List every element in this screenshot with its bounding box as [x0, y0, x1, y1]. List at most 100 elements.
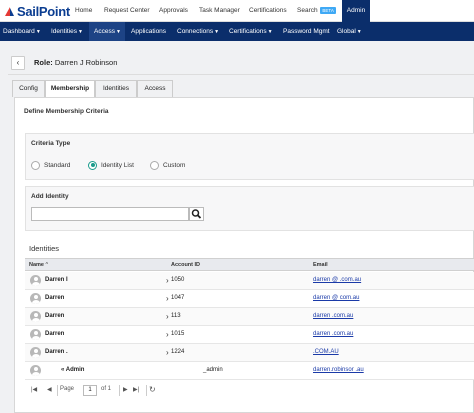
page-number-input[interactable]: 1: [83, 385, 97, 396]
account-id: 1015: [171, 331, 185, 337]
page-title: Role: Darren J Robinson: [34, 58, 117, 67]
sailpoint-logo[interactable]: SailPoint: [4, 3, 70, 19]
subnav-access[interactable]: Access▼: [89, 22, 125, 41]
radio-circle: [31, 160, 40, 170]
column-account-id[interactable]: Account ID: [171, 262, 201, 268]
avatar: [30, 275, 41, 286]
email-link[interactable]: darren .com.au: [313, 331, 354, 337]
topnav-approvals[interactable]: Approvals: [159, 7, 188, 14]
next-page-icon[interactable]: ▶: [123, 387, 128, 393]
chevron-down-icon: ▼: [78, 29, 83, 35]
topnav-certifications[interactable]: Certifications: [249, 7, 287, 14]
role-label: Role:: [34, 58, 53, 67]
avatar: [30, 311, 41, 322]
subnav-password-mgmt[interactable]: Password Mgmt: [283, 22, 330, 41]
email-link[interactable]: darren .com.au: [313, 313, 354, 319]
subnav-dashboard-label: Dashboard: [3, 28, 35, 35]
topnav-home[interactable]: Home: [75, 7, 93, 14]
account-id: 1050: [171, 277, 185, 283]
radio-standard-label: Standard: [44, 161, 71, 169]
topnav-search[interactable]: Search BETA: [297, 0, 336, 22]
page-of-label: of 1: [101, 386, 112, 392]
chevron-right-icon[interactable]: ›: [166, 276, 169, 285]
chevron-down-icon: ▼: [35, 29, 41, 35]
table-row[interactable]: Darren › 1015 darren .com.au: [25, 326, 474, 344]
table-row[interactable]: Darren › 1047 darren @ com.au: [25, 290, 474, 308]
avatar: [30, 293, 41, 304]
subnav-identities[interactable]: Identities▼: [51, 22, 83, 41]
identity-name: Darren: [45, 331, 65, 337]
membership-title: Define Membership Criteria: [24, 108, 109, 115]
back-button[interactable]: ‹: [11, 56, 25, 70]
table-row[interactable]: Darren › 113 darren .com.au: [25, 308, 474, 326]
membership-panel: Define Membership Criteria Criteria Type…: [14, 97, 474, 413]
sort-asc-icon: ^: [45, 262, 49, 268]
column-name-label: Name: [29, 262, 44, 268]
topnav-task-manager[interactable]: Task Manager: [199, 7, 240, 14]
email-link[interactable]: .COM.AU: [313, 349, 339, 355]
tab-identities[interactable]: Identities: [95, 80, 137, 97]
prev-page-icon[interactable]: ◀: [47, 387, 52, 393]
avatar: [30, 347, 41, 358]
subnav-applications-label: Applications: [131, 28, 167, 35]
column-email[interactable]: Email: [313, 262, 328, 268]
refresh-icon[interactable]: ↻: [149, 385, 156, 394]
tab-access[interactable]: Access: [137, 80, 173, 97]
subnav-global[interactable]: Global▼: [337, 22, 362, 41]
identity-search-input[interactable]: [31, 207, 189, 221]
role-header: ‹ Role: Darren J Robinson: [8, 56, 474, 72]
avatar: [30, 329, 41, 340]
table-row[interactable]: Darren I › 1050 darren @ .com.au: [25, 272, 474, 290]
identity-name: Darren: [45, 313, 65, 319]
beta-badge: BETA: [320, 6, 336, 14]
identities-title: Identities: [29, 244, 60, 253]
identities-grid-header: Name ^ Account ID Email: [25, 258, 474, 271]
column-name[interactable]: Name ^: [29, 262, 48, 268]
radio-standard[interactable]: Standard: [31, 160, 70, 170]
first-page-icon[interactable]: |◀: [31, 387, 38, 393]
chevron-right-icon[interactable]: ›: [166, 312, 169, 321]
subnav-dashboard[interactable]: Dashboard▼: [3, 22, 41, 41]
search-button[interactable]: [189, 207, 204, 221]
add-identity-title: Add Identity: [31, 193, 69, 200]
identity-name: « Admin: [61, 367, 85, 373]
search-icon: [191, 209, 202, 219]
criteria-type-box: Criteria Type Standard Identity List Cus…: [25, 133, 474, 180]
subnav-certifications[interactable]: Certifications▼: [229, 22, 273, 41]
subnav-connections[interactable]: Connections▼: [177, 22, 219, 41]
table-row[interactable]: « Admin _admin darren.robinsor .au: [25, 362, 474, 380]
email-link[interactable]: darren.robinsor .au: [313, 367, 364, 373]
radio-circle-checked: [88, 160, 97, 170]
email-link[interactable]: darren @ .com.au: [313, 277, 362, 283]
divider: [119, 385, 120, 396]
identity-name: Darren: [45, 295, 65, 301]
radio-circle: [150, 160, 159, 170]
add-identity-box: Add Identity: [25, 186, 474, 231]
role-name: Darren J Robinson: [54, 58, 118, 67]
table-row[interactable]: Darren . › 1224 .COM.AU: [25, 344, 474, 362]
radio-custom[interactable]: Custom: [150, 160, 185, 170]
email-link[interactable]: darren @ com.au: [313, 295, 360, 301]
brand-name: SailPoint: [17, 3, 70, 19]
topnav-request-center[interactable]: Request Center: [104, 7, 150, 14]
topnav-admin[interactable]: Admin: [342, 0, 370, 22]
subnav-password-mgmt-label: Password Mgmt: [283, 28, 330, 35]
tab-config[interactable]: Config: [12, 80, 45, 97]
radio-identity-list[interactable]: Identity List: [88, 160, 134, 170]
chevron-right-icon[interactable]: ›: [166, 330, 169, 339]
divider: [146, 385, 147, 396]
topnav-search-label: Search: [297, 7, 318, 14]
account-id: 1047: [171, 295, 185, 301]
subnav-applications[interactable]: Applications: [131, 22, 166, 41]
criteria-title: Criteria Type: [31, 140, 71, 147]
chevron-down-icon: ▼: [115, 29, 121, 35]
chevron-down-icon: ▼: [267, 29, 273, 35]
sailpoint-sail-icon: [4, 6, 15, 17]
chevron-down-icon: ▼: [214, 29, 220, 35]
subnav-global-label: Global: [337, 28, 356, 35]
chevron-right-icon[interactable]: ›: [166, 348, 169, 357]
tab-membership[interactable]: Membership: [45, 80, 95, 97]
last-page-icon[interactable]: ▶|: [133, 387, 140, 393]
chevron-right-icon[interactable]: ›: [166, 294, 169, 303]
account-id: _admin: [203, 367, 223, 373]
